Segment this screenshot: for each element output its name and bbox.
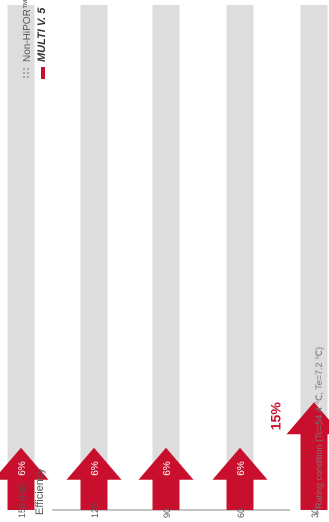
bar-multi-v: [0, 447, 49, 510]
x-tick-label: 30: [310, 508, 320, 518]
data-label: 15%: [268, 402, 284, 431]
legend: Non-HiPOR™ MULTI V. 5: [22, 0, 48, 79]
x-tick-label: 120: [90, 503, 100, 518]
data-label: 6%: [162, 461, 173, 476]
x-tick-label: 90: [162, 508, 172, 518]
data-label: 6%: [236, 461, 247, 476]
bar-multi-v: [212, 447, 268, 510]
bar-multi-v: [286, 402, 329, 510]
bar-non-hipor: [7, 5, 35, 510]
y-axis-label: Efficiency: [34, 468, 46, 515]
bar-non-hipor: [226, 5, 254, 510]
x-tick-label: 150 (Hz): [17, 483, 27, 518]
data-label: 6%: [90, 461, 101, 476]
bar-multi-v: [138, 447, 194, 510]
legend-swatch-non-hipor: [23, 68, 29, 78]
legend-label-non-hipor: Non-HiPOR™: [22, 0, 33, 62]
bar-non-hipor: [152, 5, 180, 510]
data-label: 6%: [17, 461, 28, 476]
bar-multi-v: [66, 447, 122, 510]
legend-swatch-multi-v: [41, 67, 45, 79]
legend-label-multi-v: MULTI V. 5: [36, 7, 48, 62]
footnote: * Rating condition (Tc=54.4 ℃, Te=7.2 ℃): [314, 347, 324, 515]
bar-non-hipor: [80, 5, 108, 510]
x-tick-label: 60: [236, 508, 246, 518]
